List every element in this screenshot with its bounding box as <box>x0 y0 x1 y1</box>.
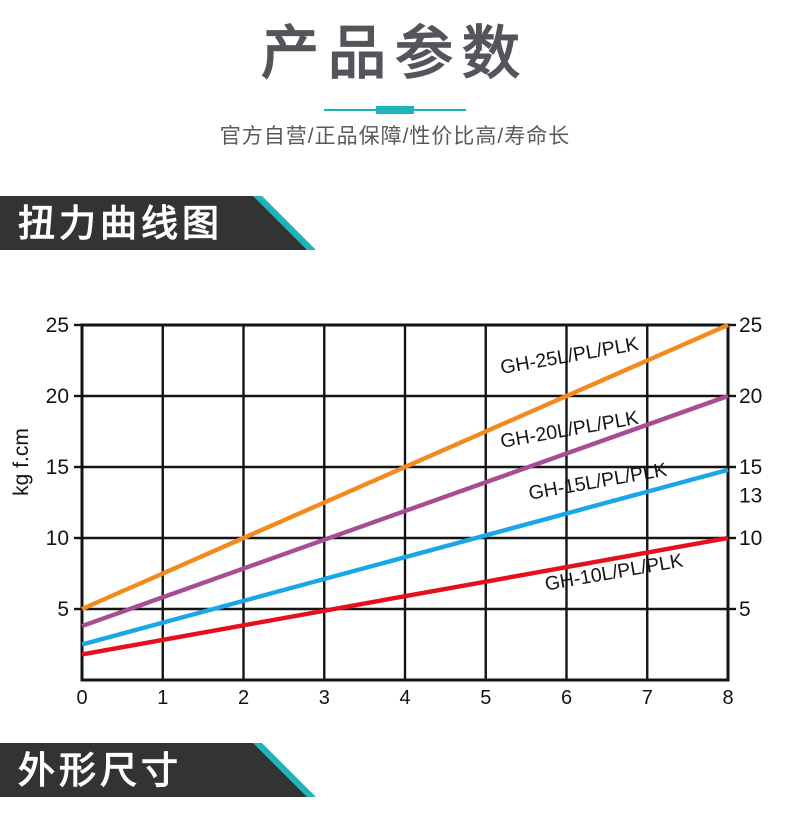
y-axis-label-left: 25 <box>46 314 69 337</box>
torque-curve-chart: GH-25L/PL/PLK GH-20L/PL/PLK GH-15L/PL/PLK G… <box>0 300 790 715</box>
plot-border <box>80 323 730 682</box>
chart-series <box>81 322 729 657</box>
x-axis-label: 8 <box>722 687 733 709</box>
x-axis-label: 5 <box>480 687 491 709</box>
y-axis-label-right: 20 <box>739 385 762 408</box>
x-axis-label: 7 <box>642 687 653 709</box>
chart-grid <box>80 323 730 680</box>
section-banner-dimensions: 外形尺寸 <box>0 743 320 797</box>
title-divider <box>324 106 466 114</box>
y-axis-label-left: 5 <box>57 598 69 621</box>
y-axis-label-right: 13 <box>739 484 762 507</box>
x-axis-label: 4 <box>399 687 410 709</box>
series-line <box>81 467 729 647</box>
x-axis-label: 1 <box>157 687 168 709</box>
series-line <box>81 393 729 629</box>
y-axis-label-right: 15 <box>739 456 762 479</box>
y-axis-title: kg f.cm <box>10 428 33 496</box>
y-axis-label-left: 20 <box>46 385 69 408</box>
x-axis-label: 6 <box>561 687 572 709</box>
axis-ticks <box>74 323 736 611</box>
page-subtitle: 官方自营/正品保障/性价比高/寿命长 <box>219 125 571 148</box>
x-axis-label: 0 <box>76 687 87 709</box>
banner-dark-shape <box>0 743 307 797</box>
section-title-dimensions: 外形尺寸 <box>18 750 182 791</box>
section-banner-torque: 扭力曲线图 <box>0 196 320 250</box>
y-axis-label-right: 10 <box>739 527 762 550</box>
divider-center-block <box>376 106 414 114</box>
y-axis-label-right: 5 <box>739 598 751 621</box>
y-axis-label-left: 10 <box>46 527 69 550</box>
torque-chart-svg: GH-25L/PL/PLKGH-20L/PL/PLKGH-15L/PL/PLKG… <box>10 314 762 709</box>
section-title-torque: 扭力曲线图 <box>18 203 223 244</box>
x-axis-label: 2 <box>238 687 249 709</box>
y-axis-label-right: 25 <box>739 314 762 337</box>
y-axis-label-left: 15 <box>46 456 69 479</box>
series-label: GH-20L/PL/PLK <box>499 407 641 453</box>
series-line <box>81 322 729 612</box>
x-axis-label: 3 <box>319 687 330 709</box>
banner-dark-shape <box>0 196 307 250</box>
series-line <box>81 535 729 657</box>
page-title: 产品参数 <box>260 21 529 86</box>
